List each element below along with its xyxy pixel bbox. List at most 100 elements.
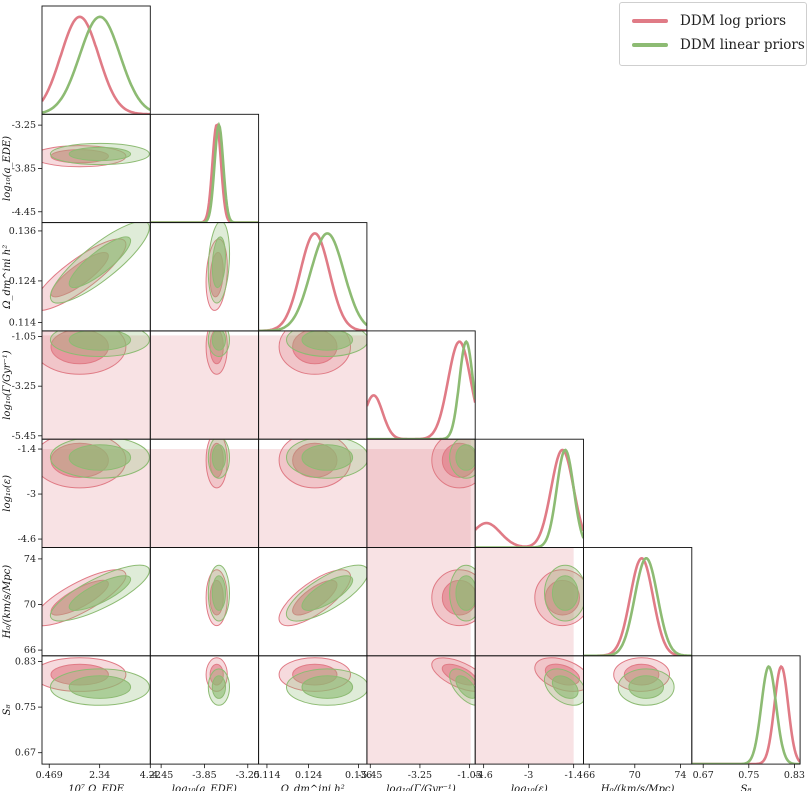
- panel-frame: [258, 222, 368, 332]
- panel-S8-vs-omega_ede: [42, 657, 150, 706]
- panel-frame: [149, 222, 260, 332]
- panel-frame: [41, 113, 151, 224]
- x-tick-label-omega_dm_ini: 0.114: [253, 770, 280, 781]
- legend-label-log: DDM log priors: [680, 13, 787, 29]
- x-tick-label-log10_a_ede: -3.25: [236, 770, 260, 781]
- marginal-omega_dm_ini-series-0: [258, 232, 367, 331]
- marginal-log10_epsilon-series-1: [475, 448, 584, 548]
- x-axis-label-omega_ede: 10⁷ Ω_EDE: [68, 784, 125, 791]
- x-tick-label-log10_a_ede: -3.85: [192, 770, 216, 781]
- y-tick-label-S8: 0.75: [15, 702, 36, 713]
- x-tick-label-H0: 66: [583, 770, 595, 781]
- y-axis-label-log10_epsilon: log₁₀(ε): [2, 475, 13, 512]
- y-axis-label-omega_dm_ini: Ω_dm^ini h²: [2, 245, 13, 310]
- y-tick-label-log10_a_ede: -3.85: [12, 163, 36, 174]
- panel-log10_epsilon-vs-omega_ede: [42, 439, 151, 548]
- x-tick-label-H0: 74: [674, 770, 686, 781]
- x-tick-label-omega_ede: 4.22: [140, 770, 161, 781]
- x-tick-label-log10_gamma: -1.05: [457, 770, 481, 781]
- x-axis-label-log10_a_ede: log₁₀(a_EDE): [172, 784, 237, 791]
- contour-68-series-1: [301, 444, 354, 471]
- x-tick-label-log10_epsilon: -3: [524, 770, 533, 781]
- y-axis-label-log10_gamma: log₁₀(Γ/Gyr⁻¹): [2, 350, 13, 420]
- contour-tail-series-0: [150, 449, 259, 548]
- x-tick-label-S8: 0.83: [784, 770, 805, 781]
- contour-68-series-1: [68, 675, 132, 699]
- contour-tail-series-0: [150, 335, 259, 440]
- contour-tail-series-0: [258, 335, 367, 440]
- y-axis-label-S8: S₈: [2, 705, 13, 716]
- contour-68-series-1: [68, 444, 132, 471]
- contour-68-series-1: [211, 236, 226, 289]
- x-tick-label-H0: 70: [629, 770, 641, 781]
- panel-H0-vs-omega_ede: [42, 564, 150, 627]
- panel-log10_a_ede-vs-omega_ede: [42, 142, 150, 168]
- contour-68-series-1: [68, 236, 132, 289]
- x-tick-label-omega_ede: 2.34: [89, 770, 110, 781]
- contour-68-series-1: [455, 444, 476, 471]
- y-tick-label-omega_dm_ini: 0.114: [9, 318, 36, 329]
- panel-H0-vs-H0: [583, 556, 692, 656]
- y-tick-label-H0: 74: [24, 554, 36, 565]
- contour-68-series-1: [455, 575, 476, 611]
- x-tick-label-log10_a_ede: -4.45: [149, 770, 173, 781]
- panel-log10_epsilon-vs-omega_dm_ini: [258, 439, 367, 548]
- contour-68-series-1: [68, 575, 132, 611]
- panel-H0-vs-omega_dm_ini: [278, 564, 367, 627]
- panel-S8-vs-log10_gamma: [366, 655, 476, 765]
- contour-tail-series-0: [366, 449, 476, 548]
- panel-H0-vs-log10_a_ede: [205, 564, 230, 627]
- marginal-omega_ede-series-0: [42, 15, 151, 115]
- y-axis-label-H0: H₀/(km/s/Mpc): [2, 565, 13, 640]
- legend: DDM log priors DDM linear priors: [619, 2, 807, 66]
- x-tick-label-log10_gamma: -3.25: [408, 770, 432, 781]
- x-tick-label-S8: 0.75: [738, 770, 759, 781]
- y-tick-label-log10_epsilon: -4.6: [18, 534, 36, 545]
- y-axis-label-log10_a_ede: log₁₀(a_EDE): [2, 136, 13, 201]
- marginal-log10_a_ede-series-0: [150, 123, 259, 223]
- contour-68-series-1: [301, 330, 354, 351]
- y-tick-label-log10_a_ede: -3.25: [12, 120, 36, 131]
- contour-68-series-1: [211, 444, 226, 471]
- panel-frame: [149, 547, 260, 657]
- legend-swatch-log: [632, 19, 668, 23]
- panel-log10_a_ede-vs-log10_a_ede: [150, 121, 259, 223]
- contour-68-series-1: [211, 575, 226, 611]
- panel-log10_gamma-vs-log10_a_ede: [150, 330, 259, 440]
- contour-68-series-1: [211, 330, 226, 351]
- marginal-H0-series-0: [583, 556, 692, 656]
- marginal-log10_gamma-series-1: [366, 339, 476, 440]
- panel-S8-vs-H0: [613, 657, 675, 706]
- legend-entry-log: DDM log priors: [632, 10, 786, 32]
- legend-swatch-linear: [632, 43, 668, 47]
- contour-68-series-1: [211, 675, 226, 699]
- y-tick-label-log10_a_ede: -4.45: [12, 207, 36, 218]
- x-axis-label-S8: S₈: [741, 784, 752, 791]
- contour-68-series-1: [301, 575, 354, 611]
- x-tick-label-log10_epsilon: -1.4: [564, 770, 582, 781]
- contour-tail-series-0: [366, 439, 471, 548]
- x-tick-label-omega_ede: 0.469: [36, 770, 63, 781]
- panel-H0-vs-log10_epsilon: [475, 547, 584, 656]
- y-tick-label-H0: 70: [24, 600, 36, 611]
- panel-S8-vs-omega_dm_ini: [278, 657, 367, 706]
- y-tick-label-omega_dm_ini: 0.124: [9, 276, 36, 287]
- x-tick-label-log10_gamma: -5.45: [358, 770, 382, 781]
- contour-68-series-1: [68, 146, 132, 162]
- x-tick-label-omega_dm_ini: 0.136: [345, 770, 372, 781]
- marginal-log10_a_ede-series-1: [150, 121, 259, 223]
- contour-68-series-1: [68, 330, 132, 351]
- y-tick-label-log10_gamma: -1.05: [12, 332, 36, 343]
- y-tick-label-H0: 66: [24, 645, 36, 656]
- y-tick-label-log10_gamma: -3.25: [12, 381, 36, 392]
- panel-frame: [691, 655, 801, 765]
- contour-68-series-1: [628, 675, 665, 699]
- contour-tail-series-0: [366, 547, 471, 656]
- x-axis-label-omega_dm_ini: Ω_dm^ini h²: [280, 784, 345, 791]
- panel-frame: [149, 113, 260, 224]
- panel-log10_epsilon-vs-log10_a_ede: [150, 439, 259, 548]
- panel-frame: [149, 655, 260, 765]
- legend-entry-linear: DDM linear priors: [632, 34, 805, 56]
- panel-S8-vs-log10_epsilon: [475, 655, 584, 765]
